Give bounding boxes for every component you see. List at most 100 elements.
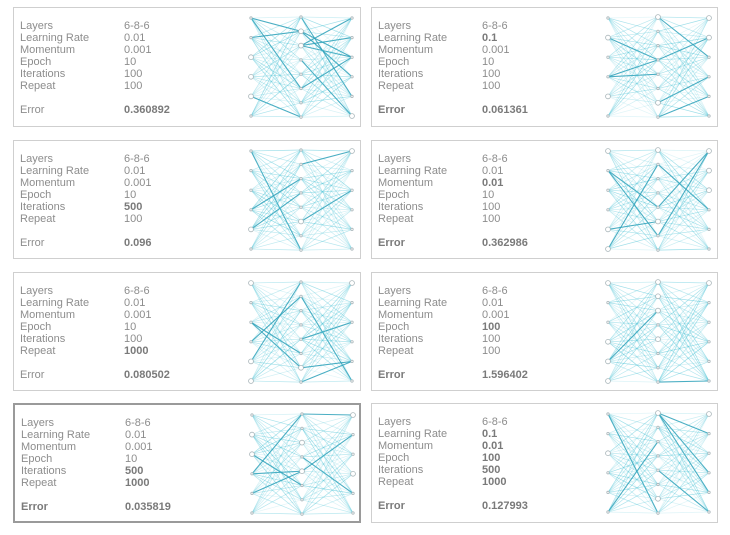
parameter-list: Layers 6-8-6 Learning Rate 0.1 Momentum 0.0…: [378, 20, 528, 116]
experiment-panel-6[interactable]: Layers 6-8-6 Learning Rate 0.01 Momentum 0.…: [371, 272, 718, 391]
param-label: Repeat: [20, 213, 56, 225]
neural-network-diagram-icon: [248, 148, 355, 252]
param-learning-rate: Learning Rate 0.01: [21, 429, 171, 441]
experiment-panel-4[interactable]: Layers 6-8-6 Learning Rate 0.01 Momentum 0.…: [371, 140, 718, 259]
param-epoch: Epoch 10: [378, 189, 528, 201]
param-label: Momentum: [378, 309, 434, 321]
param-iterations: Iterations 100: [20, 68, 170, 80]
param-value: 1000: [124, 345, 149, 357]
error-value: 0.127993: [482, 500, 528, 512]
param-value: 100: [124, 333, 143, 345]
param-label: Epoch: [378, 189, 410, 201]
experiment-panel-1[interactable]: Layers 6-8-6 Learning Rate 0.01 Momentum 0.…: [13, 7, 361, 127]
param-value: 0.01: [124, 297, 146, 309]
param-label: Layers: [378, 416, 412, 428]
error-value: 0.096: [124, 237, 152, 249]
param-value: 0.001: [482, 44, 510, 56]
param-value: 10: [124, 321, 137, 333]
param-momentum: Momentum 0.001: [20, 177, 152, 189]
param-value: 100: [482, 80, 501, 92]
param-label: Layers: [378, 153, 412, 165]
error-value: 0.080502: [124, 369, 170, 381]
param-label: Momentum: [20, 309, 76, 321]
param-label: Layers: [378, 20, 412, 32]
neural-network-diagram-icon: [248, 15, 355, 119]
error-label: Error: [378, 237, 405, 249]
param-iterations: Iterations 500: [378, 464, 528, 476]
error-value: 0.362986: [482, 237, 528, 249]
error-value: 0.360892: [124, 104, 170, 116]
param-label: Epoch: [21, 453, 53, 465]
param-value: 0.001: [125, 441, 153, 453]
param-value: 100: [482, 68, 501, 80]
param-repeat: Repeat 1000: [20, 345, 170, 357]
neural-network-diagram-icon: [605, 279, 712, 384]
param-value: 0.01: [124, 32, 146, 44]
param-value: 100: [482, 452, 501, 464]
param-label: Iterations: [378, 68, 424, 80]
param-repeat: Repeat 100: [378, 345, 528, 357]
param-label: Learning Rate: [20, 32, 90, 44]
param-value: 10: [125, 453, 138, 465]
param-value: 10: [124, 56, 137, 68]
error-label: Error: [20, 237, 45, 249]
param-value: 500: [124, 201, 143, 213]
param-label: Repeat: [378, 345, 414, 357]
param-epoch: Epoch 100: [378, 321, 528, 333]
param-label: Repeat: [378, 213, 414, 225]
param-layers: Layers 6-8-6: [378, 416, 528, 428]
param-momentum: Momentum 0.001: [20, 309, 170, 321]
param-value: 0.001: [482, 309, 510, 321]
param-label: Repeat: [378, 476, 414, 488]
param-iterations: Iterations 100: [378, 333, 528, 345]
param-momentum: Momentum 0.01: [378, 177, 528, 189]
neural-network-diagram-icon: [605, 14, 712, 119]
error-row: Error 0.035819: [21, 501, 171, 513]
error-row: Error 1.596402: [378, 369, 528, 381]
param-label: Iterations: [20, 333, 66, 345]
param-repeat: Repeat 1000: [378, 476, 528, 488]
param-value: 0.01: [482, 440, 504, 452]
param-repeat: Repeat 100: [378, 80, 528, 92]
param-value: 100: [482, 333, 501, 345]
experiment-panel-8[interactable]: Layers 6-8-6 Learning Rate 0.1 Momentum 0.0…: [371, 403, 718, 523]
experiment-panel-7[interactable]: Layers 6-8-6 Learning Rate 0.01 Momentum 0.…: [13, 403, 361, 523]
param-value: 10: [482, 56, 495, 68]
param-learning-rate: Learning Rate 0.1: [378, 428, 528, 440]
neural-network-diagram-icon: [249, 412, 356, 516]
param-label: Learning Rate: [378, 428, 448, 440]
param-label: Epoch: [378, 321, 410, 333]
param-momentum: Momentum 0.001: [378, 309, 528, 321]
error-value: 1.596402: [482, 369, 528, 381]
param-label: Repeat: [378, 80, 414, 92]
experiment-panel-5[interactable]: Layers 6-8-6 Learning Rate 0.01 Momentum 0.…: [13, 272, 361, 391]
param-label: Repeat: [20, 80, 56, 92]
param-value: 100: [124, 80, 143, 92]
param-label: Iterations: [20, 201, 66, 213]
param-label: Layers: [20, 153, 54, 165]
param-value: 0.01: [482, 297, 504, 309]
param-value: 6-8-6: [482, 20, 508, 32]
error-value: 0.035819: [125, 501, 171, 513]
error-label: Error: [378, 104, 405, 116]
param-label: Learning Rate: [20, 165, 90, 177]
error-row: Error 0.360892: [20, 104, 170, 116]
experiment-panel-3[interactable]: Layers 6-8-6 Learning Rate 0.01 Momentum 0.…: [13, 140, 361, 259]
param-value: 0.001: [124, 177, 152, 189]
experiment-panel-2[interactable]: Layers 6-8-6 Learning Rate 0.1 Momentum 0.0…: [371, 7, 718, 127]
param-label: Momentum: [21, 441, 77, 453]
param-layers: Layers 6-8-6: [378, 20, 528, 32]
param-iterations: Iterations 500: [20, 201, 152, 213]
param-epoch: Epoch 10: [20, 56, 170, 68]
param-value: 0.01: [125, 429, 147, 441]
param-label: Learning Rate: [20, 297, 90, 309]
param-label: Layers: [20, 285, 54, 297]
param-label: Iterations: [378, 464, 424, 476]
param-label: Epoch: [20, 321, 52, 333]
error-label: Error: [378, 369, 405, 381]
param-layers: Layers 6-8-6: [21, 417, 171, 429]
param-label: Iterations: [21, 465, 67, 477]
param-learning-rate: Learning Rate 0.1: [378, 32, 528, 44]
param-label: Momentum: [378, 440, 434, 452]
error-row: Error 0.096: [20, 237, 152, 249]
